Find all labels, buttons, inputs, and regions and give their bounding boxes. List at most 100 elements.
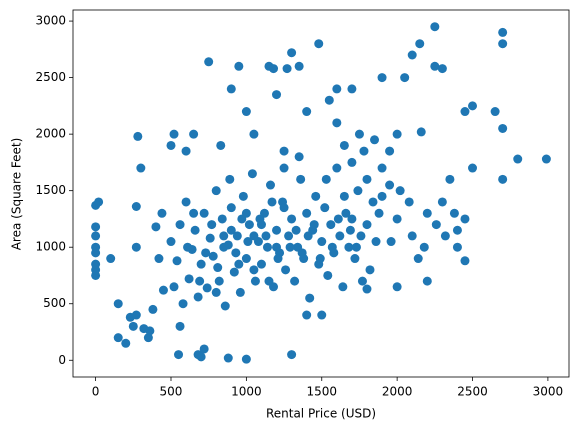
x-tick-label: 0 [92,385,100,399]
point [243,237,253,247]
point [249,265,259,275]
point [184,274,194,284]
point [413,254,423,264]
point [287,350,297,360]
point [158,285,168,295]
point [189,208,199,218]
point [106,254,116,264]
point [377,191,387,201]
point [279,146,289,156]
point [305,293,315,303]
point [256,220,266,230]
point [351,242,361,252]
point [148,304,158,314]
point [440,231,450,241]
point [249,231,259,241]
point [91,231,101,241]
point [498,39,508,49]
y-tick-label: 1000 [35,240,66,254]
point [196,259,206,269]
point [145,326,155,336]
point [302,310,312,320]
point [272,242,282,252]
point [362,220,372,230]
plot-frame [72,9,570,378]
point [154,254,164,264]
point [385,180,395,190]
point [229,267,239,277]
point [183,242,193,252]
point [181,197,191,207]
point [468,163,478,173]
point [350,254,360,264]
point [166,237,176,247]
point [211,186,221,196]
point [368,197,378,207]
point [385,146,395,156]
point [335,231,345,241]
point [490,107,500,117]
point [422,208,432,218]
point [324,95,334,105]
point [207,220,217,230]
point [309,220,319,230]
point [247,169,257,179]
point [323,270,333,280]
point [91,242,101,252]
point [265,180,275,190]
point [460,107,470,117]
point [172,256,182,266]
point [195,276,205,286]
point [317,310,327,320]
point [353,186,363,196]
y-tick-label: 0 [58,353,66,367]
point [234,259,244,269]
point [273,254,283,264]
point [208,251,218,261]
point [238,191,248,201]
point [269,64,279,74]
point [392,282,402,292]
point [169,129,179,139]
point [244,220,254,230]
point [113,299,123,309]
point [290,276,300,286]
point [113,333,123,343]
point [359,146,369,156]
point [392,214,402,224]
point [407,231,417,241]
point [419,242,429,252]
point [91,222,101,232]
point [392,129,402,139]
point [285,242,295,252]
point [332,118,342,128]
point [131,310,141,320]
point [327,242,337,252]
y-tick-label: 500 [43,296,66,310]
point [296,174,306,184]
point [338,282,348,292]
point [213,263,223,273]
point [395,186,405,196]
point [287,48,297,58]
x-tick-label: 1000 [231,385,262,399]
point [193,292,203,302]
point [264,276,274,286]
point [234,61,244,71]
point [201,248,211,258]
point [354,129,364,139]
point [445,174,455,184]
point [356,231,366,241]
point [347,84,357,94]
point [241,254,251,264]
x-tick-label: 1500 [306,385,337,399]
point [407,50,417,60]
point [189,129,199,139]
point [321,174,331,184]
point [468,101,478,111]
point [431,220,441,230]
point [249,129,259,139]
point [166,140,176,150]
point [256,259,266,269]
